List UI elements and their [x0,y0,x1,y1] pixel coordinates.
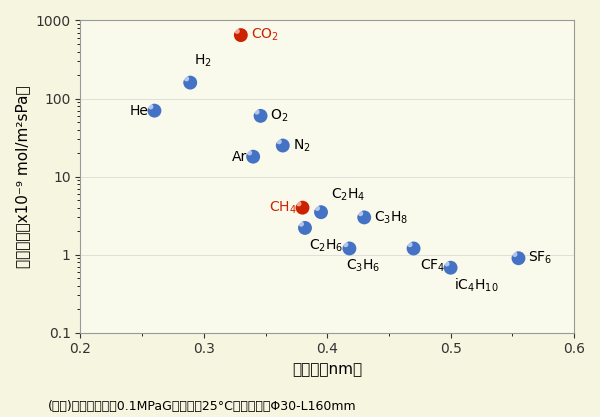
Point [442,261,452,267]
Text: iC$_4$H$_{10}$: iC$_4$H$_{10}$ [454,277,499,294]
Point [245,149,254,156]
Point [252,108,262,115]
Point [278,142,287,149]
Point [185,79,195,86]
X-axis label: 分子径［nm］: 分子径［nm］ [292,362,362,377]
Point [356,210,365,217]
Text: CO$_2$: CO$_2$ [251,27,278,43]
Point [341,241,350,248]
Point [294,201,304,207]
Text: C$_2$H$_6$: C$_2$H$_6$ [308,237,343,254]
Point [359,214,369,221]
Point [405,241,415,248]
Text: N$_2$: N$_2$ [293,137,310,154]
Text: C$_3$H$_6$: C$_3$H$_6$ [346,258,380,274]
Point [146,103,155,110]
Text: CF$_4$: CF$_4$ [420,258,445,274]
Point [298,204,307,211]
Point [182,75,191,82]
Point [510,251,520,258]
Text: H$_2$: H$_2$ [194,52,212,68]
Point [232,28,242,35]
Text: CH$_4$: CH$_4$ [269,199,296,216]
Point [274,138,284,145]
Text: C$_2$H$_4$: C$_2$H$_4$ [331,186,365,203]
Point [248,153,258,160]
Point [514,255,523,261]
Text: SF$_6$: SF$_6$ [529,250,553,266]
Point [149,107,159,114]
Point [316,209,326,216]
Text: O$_2$: O$_2$ [271,108,289,124]
Point [236,32,245,38]
Y-axis label: 透過速度［x10⁻⁹ mol/m²sPa］: 透過速度［x10⁻⁹ mol/m²sPa］ [15,85,30,268]
Point [409,245,418,252]
Point [446,264,455,271]
Point [313,205,322,211]
Text: C$_3$H$_8$: C$_3$H$_8$ [374,209,409,226]
Text: He: He [130,104,148,118]
Text: Ar: Ar [232,150,247,164]
Point [256,113,265,119]
Text: (条件)　供給圧力：0.1MPaG／温度：25°C／膜形状：Φ30-L160mm: (条件) 供給圧力：0.1MPaG／温度：25°C／膜形状：Φ30-L160mm [48,400,356,413]
Point [344,245,354,252]
Point [300,225,310,231]
Point [296,221,306,227]
